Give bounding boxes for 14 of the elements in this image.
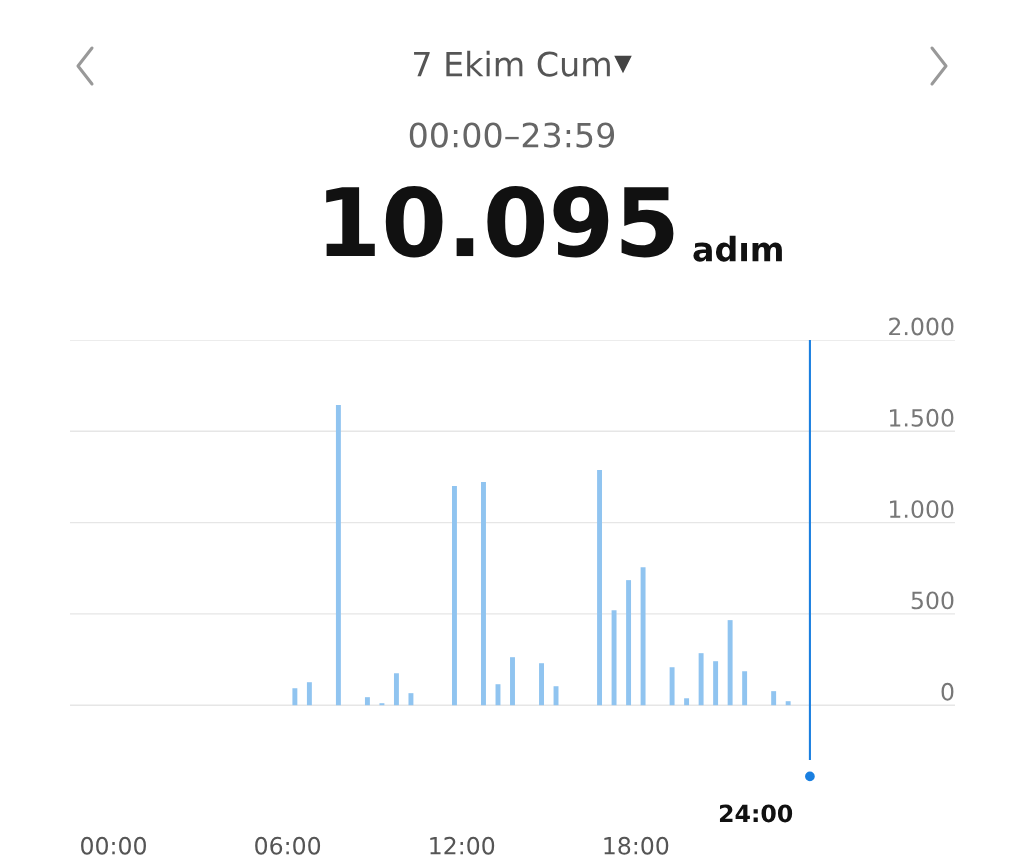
legend-label: 24:00: [719, 804, 793, 823]
y-tick-label: 0: [941, 682, 954, 701]
text: adım: [693, 235, 782, 262]
y-tick-label: 1.000: [890, 500, 954, 519]
y-tick-label: 2.000: [889, 317, 954, 336]
x-tick-label: 18:00: [604, 836, 669, 855]
text: 10.095: [326, 185, 674, 258]
chart-title: 7 Ekim Cum: [414, 50, 610, 77]
chart-subtitle: 00:00–23:59: [409, 122, 615, 148]
y-tick-label: 500: [911, 591, 954, 610]
x-tick-label: 12:00: [430, 836, 495, 855]
x-tick-label: 06:00: [255, 836, 321, 855]
x-tick-label: 00:00: [81, 836, 146, 855]
y-tick-label: 1.500: [890, 408, 954, 427]
